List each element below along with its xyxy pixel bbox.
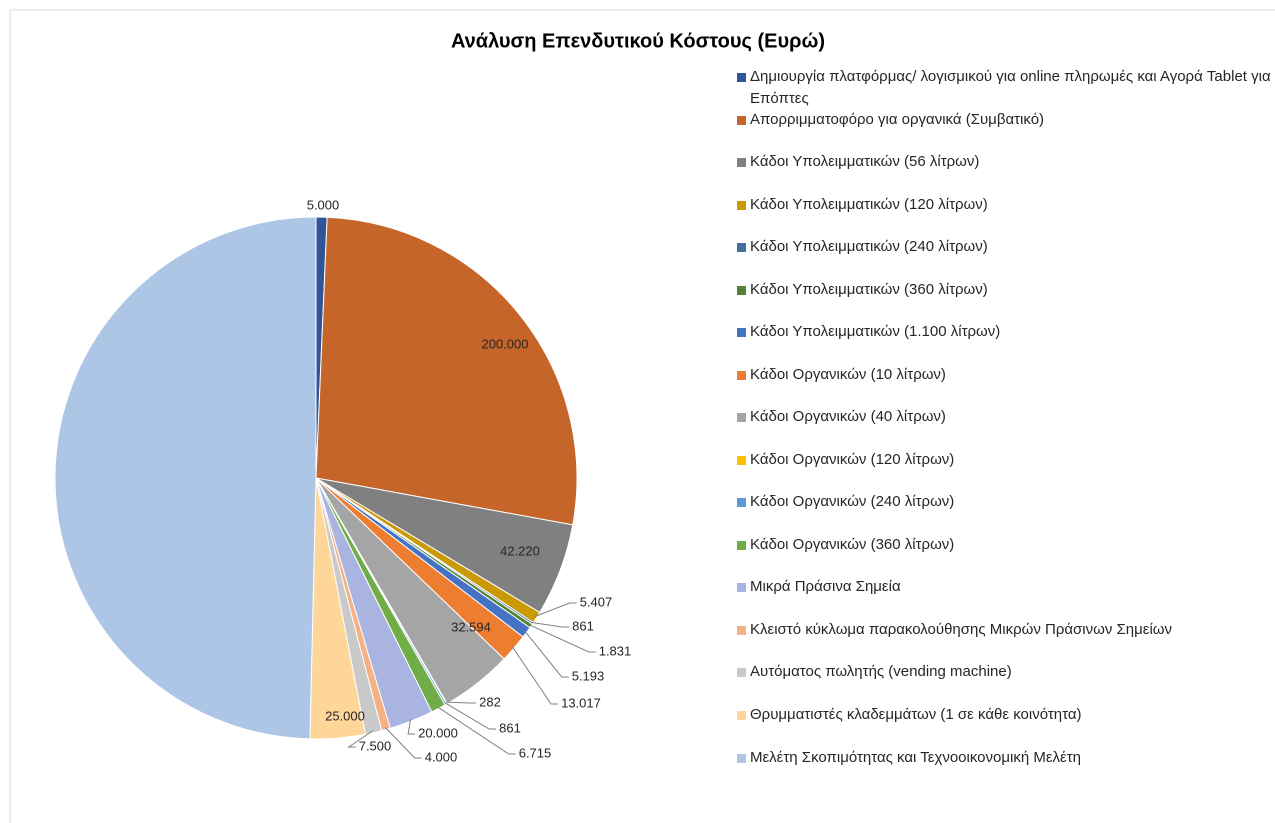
legend-item: Κάδοι Υπολειμματικών (56 λίτρων) xyxy=(737,151,1275,173)
leader-line xyxy=(347,730,374,748)
data-label: 25.000 xyxy=(325,708,365,723)
chart-title: Ανάλυση Επενδυτικού Κόστους (Ευρώ) xyxy=(451,30,825,52)
legend-item: Κάδοι Υπολειμματικών (1.100 λίτρων) xyxy=(737,321,1275,343)
leader-line xyxy=(445,701,477,704)
legend-item: Μικρά Πράσινα Σημεία xyxy=(737,576,1275,598)
legend-label: Κάδοι Οργανικών (240 λίτρων) xyxy=(750,493,955,510)
legend-swatch xyxy=(737,541,746,550)
legend-swatch xyxy=(737,201,746,210)
legend-label: Μελέτη Σκοπιμότητας και Τεχνοοικονομική … xyxy=(750,749,1081,766)
legend-swatch xyxy=(737,583,746,592)
data-label: 42.220 xyxy=(500,543,540,558)
data-label: 13.017 xyxy=(561,695,601,710)
legend-label: Κάδοι Υπολειμματικών (360 λίτρων) xyxy=(750,281,988,298)
legend-label: Δημιουργία πλατφόρμας/ λογισμικού για on… xyxy=(750,68,1271,107)
legend-swatch xyxy=(737,286,746,295)
leader-line xyxy=(511,646,559,705)
legend-item: Μελέτη Σκοπιμότητας και Τεχνοοικονομική … xyxy=(737,747,1275,769)
legend-swatch xyxy=(737,711,746,720)
legend-label: Κάδοι Οργανικών (360 λίτρων) xyxy=(750,536,955,553)
legend-label: Κλειστό κύκλωμα παρακολούθησης Μικρών Πρ… xyxy=(750,621,1173,638)
data-label: 200.000 xyxy=(482,336,529,351)
legend-label: Απορριμματοφόρο για οργανικά (Συμβατικό) xyxy=(750,111,1045,128)
data-label: 20.000 xyxy=(418,725,458,740)
legend-label: Κάδοι Υπολειμματικών (56 λίτρων) xyxy=(750,153,980,170)
legend-label: Κάδοι Οργανικών (120 λίτρων) xyxy=(750,451,955,468)
legend-label: Κάδοι Υπολειμματικών (240 λίτρων) xyxy=(750,238,988,255)
legend-label: Κάδοι Υπολειμματικών (1.100 λίτρων) xyxy=(750,323,1001,340)
legend-item: Κλειστό κύκλωμα παρακολούθησης Μικρών Πρ… xyxy=(737,619,1275,641)
legend-item: Δημιουργία πλατφόρμας/ λογισμικού για on… xyxy=(737,66,1275,110)
leader-line xyxy=(530,621,570,628)
leader-line xyxy=(534,602,577,617)
legend-label: Θρυμματιστές κλαδεμμάτων (1 σε κάθε κοιν… xyxy=(750,706,1082,723)
legend-label: Κάδοι Οργανικών (10 λίτρων) xyxy=(750,366,946,383)
legend-swatch xyxy=(737,243,746,252)
data-label: 861 xyxy=(572,618,594,633)
leader-line xyxy=(437,706,516,755)
data-label: 4.000 xyxy=(425,749,458,764)
legend-item: Θρυμματιστές κλαδεμμάτων (1 σε κάθε κοιν… xyxy=(737,704,1275,726)
legend-swatch xyxy=(737,498,746,507)
leader-line xyxy=(444,702,497,730)
data-label: 1.831 xyxy=(599,643,632,658)
data-label: 861 xyxy=(499,720,521,735)
leader-line xyxy=(385,727,422,759)
legend-swatch xyxy=(737,371,746,380)
data-label: 5.193 xyxy=(572,668,605,683)
legend-item: Κάδοι Οργανικών (10 λίτρων) xyxy=(737,364,1275,386)
legend-item: Κάδοι Υπολειμματικών (120 λίτρων) xyxy=(737,194,1275,216)
legend-swatch xyxy=(737,456,746,465)
legend-item: Κάδοι Υπολειμματικών (360 λίτρων) xyxy=(737,279,1275,301)
pie-slice xyxy=(54,216,317,740)
data-label: 282 xyxy=(479,694,501,709)
legend-swatch xyxy=(737,626,746,635)
legend-swatch xyxy=(737,328,746,337)
leader-line xyxy=(524,630,569,678)
data-label: 5.000 xyxy=(307,197,340,212)
legend-item: Κάδοι Οργανικών (120 λίτρων) xyxy=(737,449,1275,471)
legend-swatch xyxy=(737,413,746,422)
legend-item: Κάδοι Οργανικών (360 λίτρων) xyxy=(737,534,1275,556)
leader-line xyxy=(407,719,416,735)
legend-label: Κάδοι Υπολειμματικών (120 λίτρων) xyxy=(750,196,988,213)
legend-swatch xyxy=(737,668,746,677)
legend-swatch xyxy=(737,116,746,125)
legend-label: Αυτόματος πωλητής (vending machine) xyxy=(750,663,1012,680)
legend-item: Κάδοι Οργανικών (40 λίτρων) xyxy=(737,406,1275,428)
legend-item: Αυτόματος πωλητής (vending machine) xyxy=(737,661,1275,683)
legend-label: Μικρά Πράσινα Σημεία xyxy=(750,578,901,595)
legend-item: Απορριμματοφόρο για οργανικά (Συμβατικό) xyxy=(737,109,1275,131)
legend-item: Κάδοι Οργανικών (240 λίτρων) xyxy=(737,491,1275,513)
data-label: 32.594 xyxy=(451,619,491,634)
pie-slice xyxy=(315,216,578,526)
data-label: 6.715 xyxy=(519,745,552,760)
legend-swatch xyxy=(737,158,746,167)
data-label: 7.500 xyxy=(359,738,392,753)
legend-label: Κάδοι Οργανικών (40 λίτρων) xyxy=(750,408,946,425)
legend-swatch xyxy=(737,73,746,82)
leader-line xyxy=(529,624,596,653)
data-label: 5.407 xyxy=(580,594,613,609)
legend-item: Κάδοι Υπολειμματικών (240 λίτρων) xyxy=(737,236,1275,258)
legend-swatch xyxy=(737,754,746,763)
